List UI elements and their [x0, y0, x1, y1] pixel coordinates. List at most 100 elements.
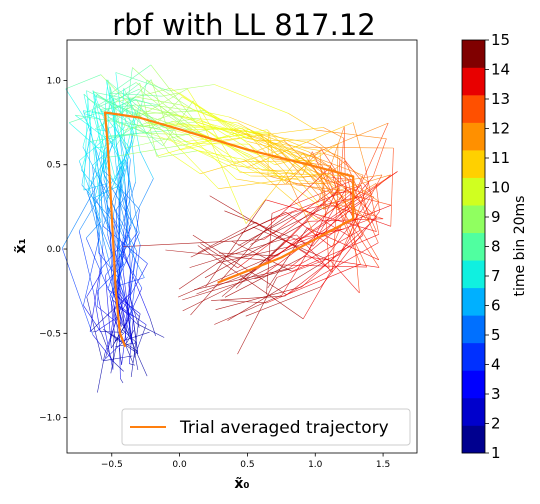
trial-segment	[87, 98, 132, 125]
trial-segment	[129, 296, 140, 328]
trial-segment	[132, 316, 138, 353]
trial-segment	[166, 127, 181, 151]
trial-segment	[247, 122, 354, 168]
trial-segment	[122, 192, 141, 245]
trial-segment	[295, 184, 354, 193]
trial-segment	[291, 234, 380, 272]
colorbar-tick-label: 8	[491, 238, 501, 256]
trial-segment	[68, 122, 105, 155]
colorbar-tick-label: 10	[491, 179, 510, 197]
trial-segment	[116, 209, 119, 281]
trial-segment	[94, 169, 138, 252]
trial-segment	[113, 97, 115, 153]
trial-segment	[81, 127, 92, 186]
trial-segment	[276, 254, 341, 278]
trial-segment	[120, 378, 124, 384]
trial-segment	[127, 159, 131, 194]
colorbar-segment	[462, 425, 485, 454]
trial-segment	[239, 171, 344, 176]
trial-segment	[254, 267, 294, 280]
trial-segment	[188, 143, 250, 145]
trial-segment	[260, 134, 309, 153]
trial-segment	[94, 147, 102, 185]
trial-segment	[304, 256, 380, 268]
colorbar-segment	[462, 232, 485, 261]
trial-segment	[130, 316, 140, 377]
trial-segment	[214, 294, 283, 325]
trial-segment	[244, 159, 317, 221]
trial-segment	[334, 199, 361, 265]
trial-segment	[94, 146, 104, 148]
trial-segment	[150, 79, 168, 129]
colorbar-tick-label: 11	[491, 149, 510, 167]
trial-segment	[118, 256, 121, 309]
trial-segment	[125, 276, 131, 328]
trial-segment	[317, 126, 345, 203]
trial-segment	[110, 335, 119, 374]
trial-segment	[82, 94, 98, 147]
trial-segment	[119, 281, 127, 344]
trial-segment	[236, 178, 271, 185]
trial-segment	[107, 79, 118, 123]
trial-segment	[231, 240, 293, 272]
trial-segment	[92, 90, 164, 147]
trial-segment	[107, 234, 125, 299]
trial-segment	[197, 245, 304, 320]
trial-segment	[364, 166, 380, 235]
trial-segment	[121, 255, 124, 273]
trial-segment	[121, 311, 126, 330]
trial-segment	[115, 72, 170, 92]
trial-segment	[182, 275, 263, 301]
trial-segment	[135, 82, 197, 130]
trial-segment	[286, 211, 333, 248]
trial-segment	[275, 264, 367, 268]
trial-segment	[189, 234, 297, 268]
trial-segment	[114, 362, 124, 372]
colorbar-tick-label: 1	[491, 444, 501, 462]
trial-segment	[284, 235, 364, 297]
colorbar-segment	[462, 370, 485, 399]
trial-segment	[311, 156, 348, 179]
colorbar-tick-label: 14	[491, 61, 510, 79]
trial-segment	[89, 304, 119, 332]
trial-segment	[132, 67, 186, 116]
x-tick-label: −0.5	[101, 460, 123, 470]
trial-segment	[181, 96, 245, 134]
y-axis-label: x̃₁	[13, 238, 29, 253]
trial-segment	[116, 303, 147, 326]
trial-segment	[96, 94, 131, 115]
trial-segment	[340, 174, 391, 191]
trial-segment	[293, 219, 369, 248]
trial-segment	[93, 82, 137, 109]
trial-segment	[190, 211, 287, 258]
trial-segment	[128, 227, 131, 277]
trial-segment	[130, 132, 136, 182]
trial-segment	[249, 129, 310, 174]
trial-segment	[308, 151, 379, 202]
trial-segment	[286, 242, 379, 296]
trial-segment	[187, 88, 240, 173]
trial-segment	[117, 277, 145, 287]
trial-segment	[390, 147, 394, 227]
trial-segment	[83, 305, 102, 334]
colorbar-label: time bin 20ms	[512, 196, 528, 297]
trial-segment	[109, 223, 113, 290]
trial-segment	[331, 174, 364, 248]
trial-segment	[296, 150, 364, 176]
trial-segment	[116, 187, 123, 193]
colorbar-tick-label: 3	[491, 385, 501, 403]
trial-segment	[100, 131, 108, 182]
trial-segment	[116, 112, 139, 146]
trial-segment	[250, 175, 317, 177]
trial-segment	[129, 251, 138, 294]
trial-segment	[65, 74, 102, 90]
trial-segment	[323, 127, 344, 139]
trial-segment	[375, 183, 380, 212]
trial-segment	[102, 225, 148, 264]
x-axis-ticks: −0.5 0.0 0.5 1.0 1.5	[101, 453, 390, 470]
trial-segment	[292, 230, 360, 269]
trial-segment	[193, 109, 267, 139]
trial-segment	[277, 185, 362, 257]
trial-segment	[367, 201, 379, 221]
